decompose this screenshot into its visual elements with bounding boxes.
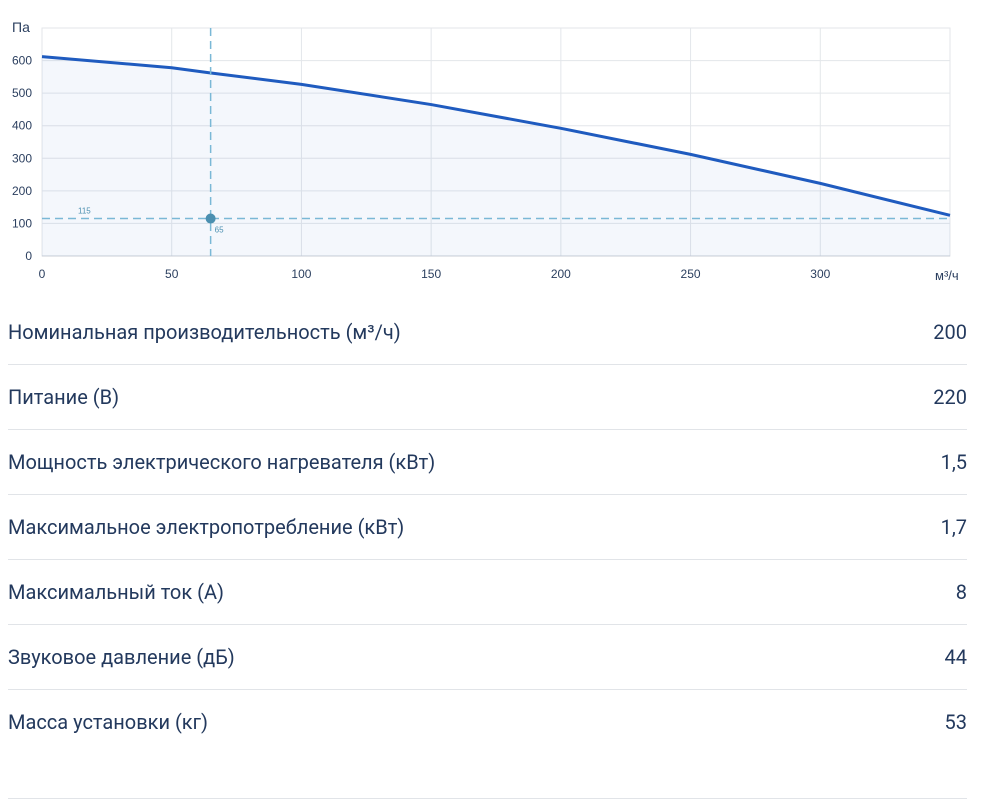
operating-point [205, 213, 216, 224]
spec-row: Максимальное электропотребление (кВт) 1,7 [8, 495, 967, 560]
x-tick-label: 0 [39, 267, 46, 281]
x-tick-label: 50 [165, 267, 179, 281]
x-tick-label: 250 [681, 267, 701, 281]
spec-table: Номинальная производительность (м³/ч) 200… [8, 300, 967, 799]
spec-value: 44 [944, 645, 967, 669]
y-tick-label: 500 [12, 86, 32, 100]
x-axis-label: м³/ч [935, 268, 959, 283]
spec-label: Питание (В) [8, 385, 120, 409]
spec-value: 1,5 [940, 450, 967, 474]
y-tick-label: 0 [25, 249, 32, 263]
spec-label: Номинальная производительность (м³/ч) [8, 320, 401, 344]
spec-row: Питание (В) 220 [8, 365, 967, 430]
x-tick-label: 200 [551, 267, 571, 281]
x-tick-label: 150 [421, 267, 441, 281]
spec-row: Мощность электрического нагревателя (кВт… [8, 430, 967, 495]
spec-value: 53 [944, 710, 967, 734]
spec-label: Максимальный ток (А) [8, 580, 224, 604]
y-axis-label: Па [12, 19, 30, 35]
op-y-label: 115 [78, 207, 91, 216]
spec-label: Масса установки (кг) [8, 710, 208, 734]
x-tick-label: 100 [291, 267, 311, 281]
y-tick-label: 600 [12, 54, 32, 68]
op-x-label: 65 [215, 226, 224, 235]
spec-row: Номинальная производительность (м³/ч) 200 [8, 300, 967, 365]
spec-value: 220 [933, 385, 967, 409]
spec-label: Звуковое давление (дБ) [8, 645, 235, 669]
spec-value: 8 [955, 580, 967, 604]
spec-row: Максимальный ток (А) 8 [8, 560, 967, 625]
y-tick-label: 100 [12, 216, 32, 230]
curve [41, 55, 951, 217]
spec-value: 1,7 [940, 515, 967, 539]
spec-label: Максимальное электропотребление (кВт) [8, 515, 405, 539]
spec-row: Звуковое давление (дБ) 44 [8, 625, 967, 690]
area [42, 56, 950, 256]
chart: 0 100 200 300 400 500 600 0 50 100 150 200 250 300 Па м… [12, 19, 959, 283]
y-tick-label: 300 [12, 151, 32, 165]
spec-value: 200 [933, 320, 967, 344]
x-tick-label: 300 [810, 267, 830, 281]
spec-row: Масса установки (кг) 53 [8, 690, 967, 799]
spec-label: Мощность электрического нагревателя (кВт… [8, 450, 436, 474]
y-tick-label: 400 [12, 119, 32, 133]
y-tick-label: 200 [12, 184, 32, 198]
